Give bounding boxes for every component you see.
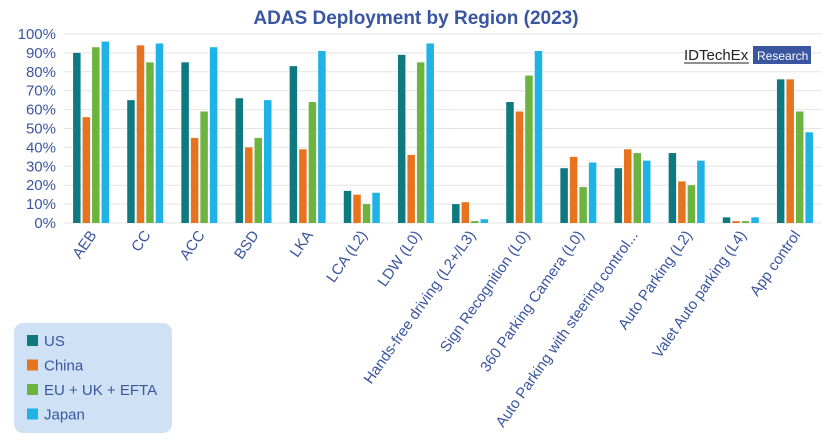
bar: [181, 62, 189, 223]
x-tick-label: LKA: [287, 228, 317, 261]
legend-swatch: [27, 408, 38, 420]
bar: [318, 51, 326, 224]
bar: [732, 221, 740, 223]
bar: [560, 168, 568, 223]
bar: [426, 43, 434, 224]
bar: [362, 204, 371, 223]
gridlines: [64, 33, 822, 224]
x-tick-label: App control: [747, 228, 804, 300]
bar: [614, 168, 622, 223]
bar: [209, 47, 218, 224]
y-tick-label: 80%: [26, 64, 56, 81]
y-axis-ticks: 0% 10% 20% 30% 40%50% 60% 70% 80% 90% 100%: [18, 26, 56, 232]
bar: [264, 100, 272, 223]
logo-name: IDTechEx: [684, 47, 749, 64]
bar: [534, 51, 543, 224]
x-tick-label: 360 Parking Camera (L0): [477, 228, 588, 376]
bar: [127, 100, 135, 223]
bar: [697, 160, 705, 223]
legend-swatch: [27, 335, 38, 346]
logo-badge: [753, 46, 811, 64]
y-tick-label: 20%: [26, 177, 56, 194]
bar: [687, 185, 696, 223]
bar: [480, 219, 489, 223]
bars: [73, 41, 813, 224]
y-tick-label: 40%: [26, 139, 56, 156]
bar: [136, 45, 145, 224]
legend-label: Japan: [44, 407, 85, 424]
legend-label: EU + UK + EFTA: [44, 382, 157, 399]
bar: [805, 132, 813, 223]
bar: [515, 111, 524, 223]
y-tick-label: 90%: [26, 45, 56, 62]
bar: [452, 204, 460, 223]
idtechex-logo: IDTechEx Research: [684, 46, 811, 64]
bar: [776, 79, 785, 223]
y-tick-label: 50%: [26, 121, 56, 138]
logo-badge-text: Research: [757, 49, 808, 63]
x-tick-label: LCA (L2): [323, 228, 371, 286]
bar: [235, 98, 243, 223]
x-tick-label: Hands-free driving (L2+/L3): [360, 228, 479, 388]
legend-swatch: [27, 384, 38, 395]
y-tick-label: 30%: [26, 158, 56, 175]
bar: [588, 162, 597, 223]
bar: [506, 102, 514, 223]
bar: [461, 202, 470, 223]
legend: US China EU + UK + EFTA Japan: [14, 323, 172, 433]
bar: [245, 147, 253, 223]
y-tick-label: 60%: [26, 102, 56, 119]
bar: [569, 156, 578, 223]
x-tick-label: CC: [128, 227, 154, 255]
bar: [407, 154, 415, 223]
bar: [299, 149, 307, 223]
x-tick-label: AEB: [69, 228, 100, 262]
bar: [786, 79, 794, 223]
bar: [254, 137, 262, 223]
bar: [416, 62, 425, 223]
legend-swatch: [27, 359, 38, 371]
bar: [668, 153, 677, 223]
bar: [525, 75, 533, 223]
y-tick-label: 0%: [34, 215, 56, 232]
y-tick-label: 100%: [18, 26, 56, 43]
bar: [471, 221, 479, 223]
bar: [308, 102, 317, 223]
chart-title: ADAS Deployment by Region (2023): [253, 8, 578, 29]
bar: [633, 153, 641, 223]
bar: [624, 149, 632, 223]
bar: [343, 190, 352, 223]
bar: [82, 117, 91, 223]
bar: [643, 160, 651, 223]
bar: [73, 52, 81, 224]
bar: [146, 62, 154, 223]
legend-label: US: [44, 333, 65, 350]
x-tick-label: ACC: [177, 227, 209, 263]
bar: [200, 111, 208, 223]
bar: [579, 187, 587, 223]
bar: [155, 43, 164, 224]
bar: [289, 66, 298, 223]
bar: [372, 192, 380, 223]
x-tick-label: BSD: [231, 227, 263, 262]
legend-box: [14, 323, 172, 433]
bar: [741, 221, 750, 223]
bar: [92, 47, 100, 224]
bar: [353, 194, 361, 223]
x-axis-ticks: AEB CC ACC BSD LKA LCA (L2) LDW (L0)Hands-free…: [69, 227, 804, 430]
bar: [678, 181, 686, 223]
y-tick-label: 10%: [26, 196, 56, 213]
bar: [751, 217, 759, 223]
bar: [397, 54, 406, 223]
bar: [190, 137, 199, 223]
bar: [101, 41, 110, 224]
x-tick-label: LDW (L0): [374, 228, 425, 290]
y-tick-label: 70%: [26, 83, 56, 100]
legend-label: China: [44, 358, 84, 375]
x-tick-label: Valet Auto parking (L4): [649, 228, 750, 362]
bar: [795, 111, 804, 223]
bar: [722, 217, 731, 223]
